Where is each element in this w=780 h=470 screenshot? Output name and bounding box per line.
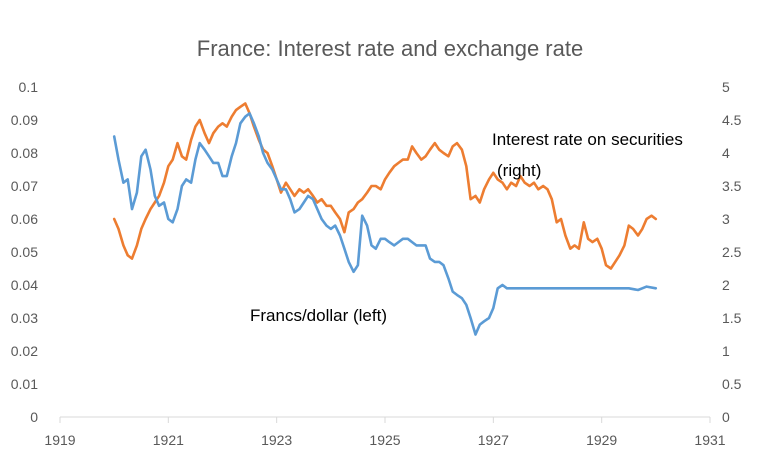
- y-right-axis: 0 0.5 1 1.5 2 2.5 3 3.5 4 4.5 5: [722, 79, 742, 425]
- y-left-tick-label: 0.07: [11, 178, 38, 194]
- y-left-tick-label: 0.02: [11, 343, 38, 359]
- y-left-tick-label: 0.06: [11, 211, 38, 227]
- y-right-tick-label: 0: [722, 409, 730, 425]
- series-line-francs: [112, 112, 658, 336]
- y-right-tick-label: 3: [722, 211, 730, 227]
- y-left-tick-label: 0.03: [11, 310, 38, 326]
- annotation-interest: Interest rate on securities: [492, 130, 683, 149]
- y-left-axis: 0 0.01 0.02 0.03 0.04 0.05 0.06 0.07 0.08 0.09 0.1: [11, 79, 38, 425]
- x-tick-label: 1931: [694, 432, 725, 448]
- y-left-tick-label: 0.05: [11, 244, 38, 260]
- y-left-tick-label: 0: [30, 409, 38, 425]
- y-right-tick-label: 1.5: [722, 310, 742, 326]
- x-axis: 1919 1921 1923 1925 1927 1929 1931: [44, 417, 726, 448]
- y-left-tick-label: 0.1: [19, 79, 39, 95]
- annotation-francs: Francs/dollar (left): [250, 306, 387, 325]
- y-left-tick-label: 0.01: [11, 376, 38, 392]
- x-tick-label: 1927: [478, 432, 509, 448]
- y-right-tick-label: 4: [722, 145, 730, 161]
- y-right-tick-label: 2.5: [722, 244, 742, 260]
- y-right-tick-label: 3.5: [722, 178, 742, 194]
- annotation-interest: (right): [497, 161, 541, 180]
- series-layer: [112, 102, 658, 336]
- y-right-tick-label: 5: [722, 79, 730, 95]
- y-right-tick-label: 0.5: [722, 376, 742, 392]
- y-left-tick-label: 0.04: [11, 277, 38, 293]
- chart-title: France: Interest rate and exchange rate: [197, 36, 583, 61]
- x-tick-label: 1929: [586, 432, 617, 448]
- x-tick-label: 1925: [369, 432, 400, 448]
- y-right-tick-label: 2: [722, 277, 730, 293]
- x-tick-label: 1921: [153, 432, 184, 448]
- y-right-tick-label: 4.5: [722, 112, 742, 128]
- x-tick-label: 1919: [44, 432, 75, 448]
- y-left-tick-label: 0.09: [11, 112, 38, 128]
- y-left-tick-label: 0.08: [11, 145, 38, 161]
- series-line-interest: [112, 102, 658, 270]
- x-tick-label: 1923: [261, 432, 292, 448]
- annotation-layer: Interest rate on securities (right) Francs…: [250, 130, 683, 325]
- y-right-tick-label: 1: [722, 343, 730, 359]
